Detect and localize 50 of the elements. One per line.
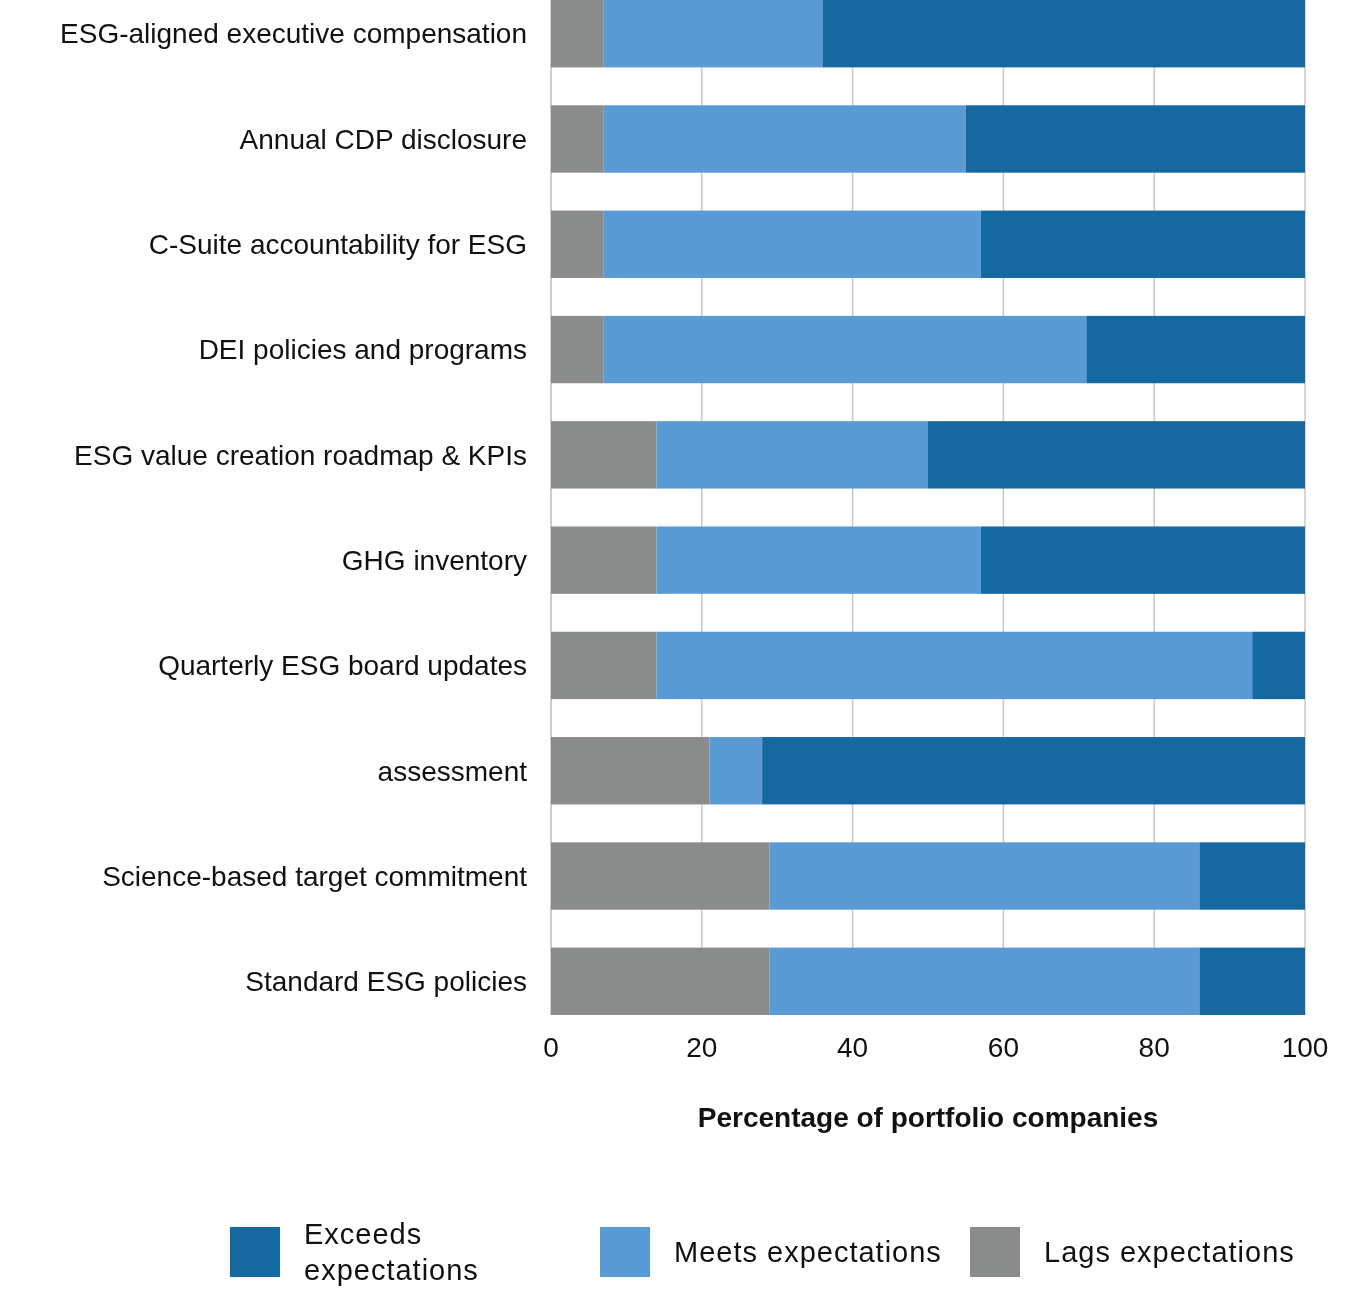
y-tick-label: Annual CDP disclosure [239,123,527,155]
y-tick-label: Standard ESG policies [245,966,527,998]
bar [822,0,1305,68]
x-tick-label: 0 [543,1032,559,1063]
bar [551,0,604,68]
bar [551,947,770,1015]
bar [1199,947,1305,1015]
y-tick-label: Quarterly ESG board updates [158,650,527,682]
y-tick-label: DEI policies and programs [198,334,527,366]
bar [762,737,1305,805]
bar [980,526,1305,594]
bar [551,737,710,805]
bar [709,737,763,805]
x-tick-label: 40 [837,1032,869,1063]
bar [1086,315,1305,384]
legend-label: Meets expectations [674,1236,942,1269]
bar [603,315,1087,384]
bar [928,421,1305,489]
bar [965,105,1305,173]
y-tick-label: GHG inventory [341,544,527,576]
bar [551,526,657,594]
x-tick-label: 100 [1281,1032,1329,1063]
bar [656,631,1253,700]
y-tick-label: C-Suite accountability for ESG [148,229,527,261]
bar [551,105,604,173]
bar [551,421,657,489]
bar [1252,631,1305,700]
x-axis-title: Percentage of portfolio companies [697,1102,1159,1133]
bar [769,842,1200,910]
bar [551,842,770,910]
bar [551,315,604,384]
bar [603,210,981,278]
legend-label: Exceeds expectations [304,1218,479,1287]
y-tick-label: assessment [377,755,528,787]
y-tick-label: Science-based target commitment [102,860,528,892]
bar [603,0,823,68]
bar [551,631,657,700]
bar [1199,842,1305,910]
bar [980,210,1305,278]
bar [551,210,604,278]
x-tick-label: 60 [987,1032,1019,1063]
y-tick-label: ESG value creation roadmap & KPIs [74,439,527,471]
bar [769,947,1200,1015]
bar [603,105,966,173]
bar [656,526,981,594]
bar [656,421,928,489]
y-tick-label: ESG-aligned executive compensation [60,18,527,50]
x-tick-label: 20 [686,1032,718,1063]
legend-label: Lags expectations [1044,1236,1295,1269]
x-tick-label: 80 [1138,1032,1170,1063]
